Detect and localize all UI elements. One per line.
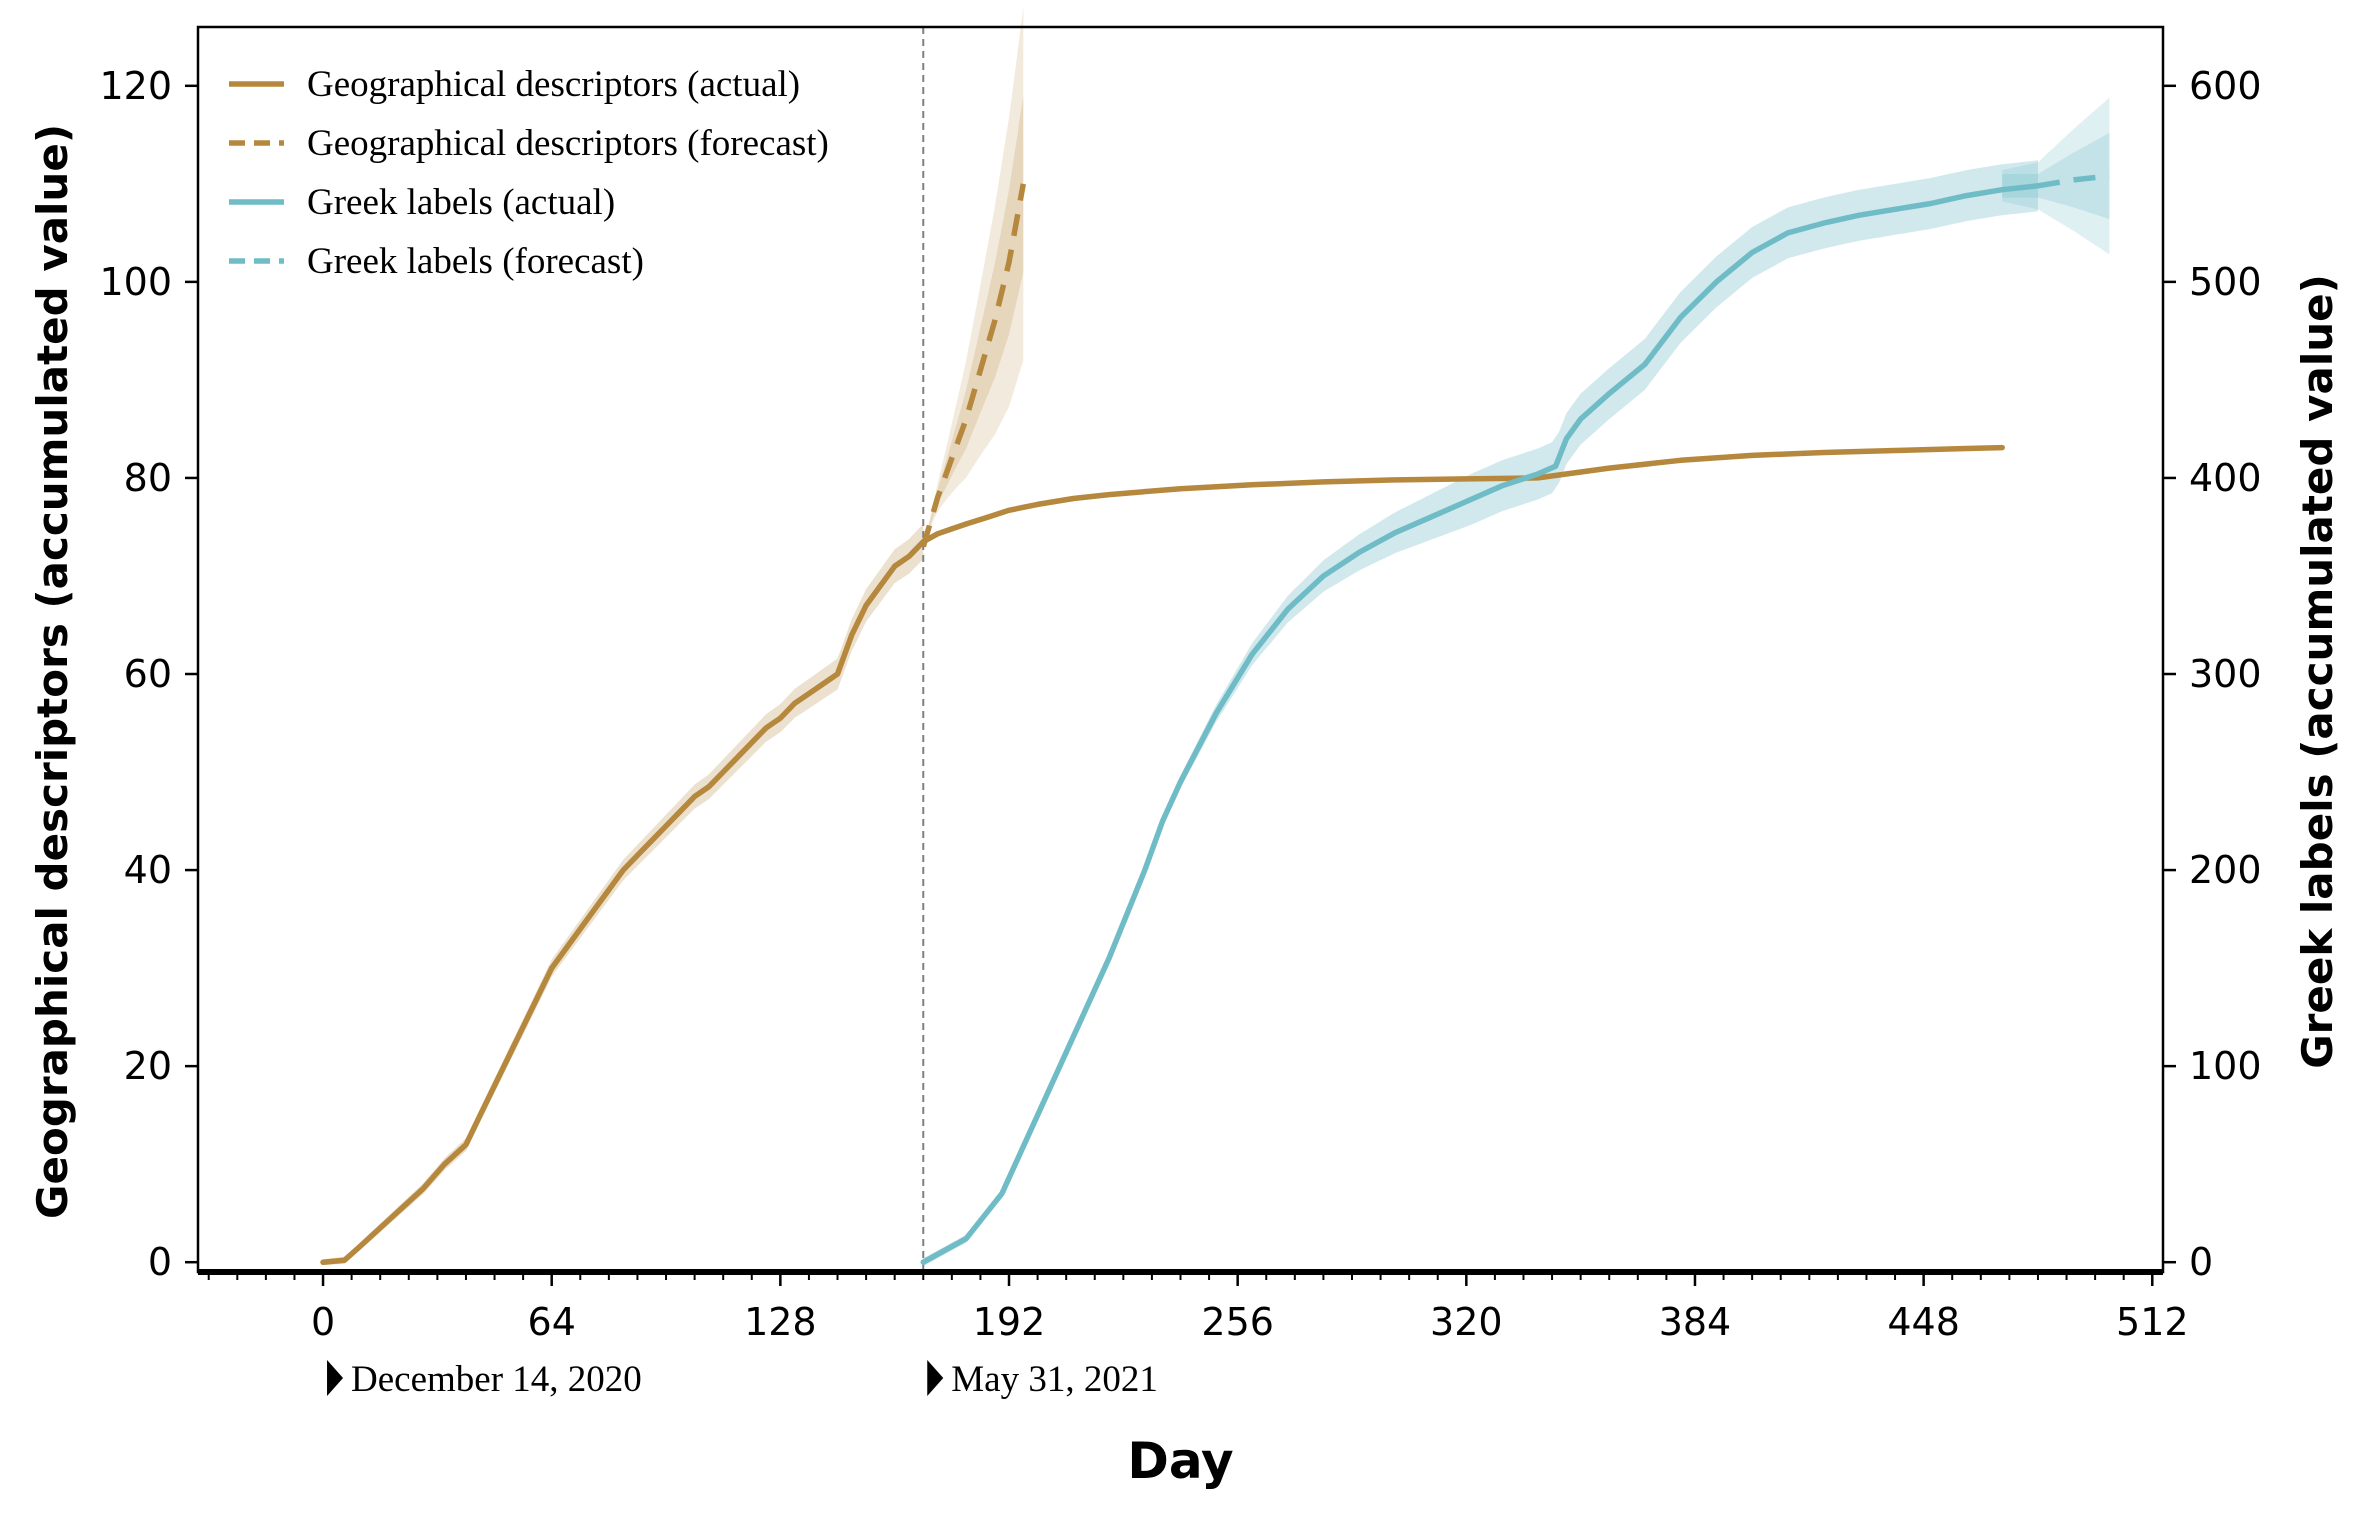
right-y-axis-title: Greek labels (accumulated value) — [2293, 274, 2342, 1069]
geo-forecast-uncertainty-band-inner — [923, 95, 1024, 547]
greek-forecast-uncertainty-band-inner — [2002, 132, 2110, 220]
right-y-tick-label: 0 — [2189, 1240, 2213, 1284]
x-tick-label: 384 — [1659, 1300, 1732, 1344]
series-line-2 — [920, 183, 1027, 548]
x-tick-label: 448 — [1887, 1300, 1960, 1344]
right-y-tick-label: 100 — [2189, 1044, 2262, 1088]
plot-area — [320, 7, 2110, 1272]
right-y-tick-label: 400 — [2189, 456, 2262, 500]
x-tick-label: 512 — [2116, 1300, 2189, 1344]
left-y-tick-label: 20 — [124, 1044, 172, 1088]
series-line-3 — [920, 183, 2041, 1265]
left-y-tick-label: 40 — [124, 848, 172, 892]
geo-actual-uncertainty-band — [323, 524, 924, 1266]
x-tick-label: 0 — [311, 1300, 335, 1344]
left-y-tick-label: 100 — [99, 260, 172, 304]
x-tick-label: 256 — [1201, 1300, 1274, 1344]
legend-entry-label: Greek labels (actual) — [307, 182, 615, 223]
right-y-tick-label: 600 — [2189, 64, 2262, 108]
axes: 0 64 128 192 256 320 384 448 5120204060801001200… — [99, 25, 2262, 1400]
x-tick-label: 64 — [528, 1300, 576, 1344]
greek-actual-uncertainty-band — [923, 160, 2038, 1267]
geo-forecast-uncertainty-band-outer — [923, 7, 1024, 547]
x-axis-title: Day — [1127, 1432, 1233, 1490]
right-y-tick-label: 200 — [2189, 848, 2262, 892]
date-marker-triangle-icon — [327, 1360, 344, 1396]
legend-entry-label: Greek labels (forecast) — [307, 241, 644, 282]
left-y-tick-label: 0 — [148, 1240, 172, 1284]
date-marker-label: May 31, 2021 — [951, 1359, 1158, 1400]
x-tick-label: 320 — [1430, 1300, 1503, 1344]
right-y-tick-label: 300 — [2189, 652, 2262, 696]
left-y-tick-label: 80 — [124, 456, 172, 500]
x-tick-label: 128 — [744, 1300, 817, 1344]
right-y-tick-label: 500 — [2189, 260, 2262, 304]
legend-entry-label: Geographical descriptors (forecast) — [307, 123, 829, 164]
legend: Geographical descriptors (actual) Geograp… — [229, 64, 829, 282]
greek-forecast-uncertainty-band-outer — [2002, 97, 2110, 255]
date-marker-label: December 14, 2020 — [351, 1359, 642, 1400]
series-line-4 — [2037, 173, 2110, 189]
left-y-tick-label: 60 — [124, 652, 172, 696]
left-y-axis-title: Geographical descriptors (accumulated va… — [28, 124, 77, 1219]
series-line-1 — [320, 444, 2005, 1265]
legend-entry-label: Geographical descriptors (actual) — [307, 64, 800, 105]
date-marker-triangle-icon — [927, 1360, 944, 1396]
x-tick-label: 192 — [973, 1300, 1046, 1344]
left-y-tick-label: 120 — [99, 64, 172, 108]
